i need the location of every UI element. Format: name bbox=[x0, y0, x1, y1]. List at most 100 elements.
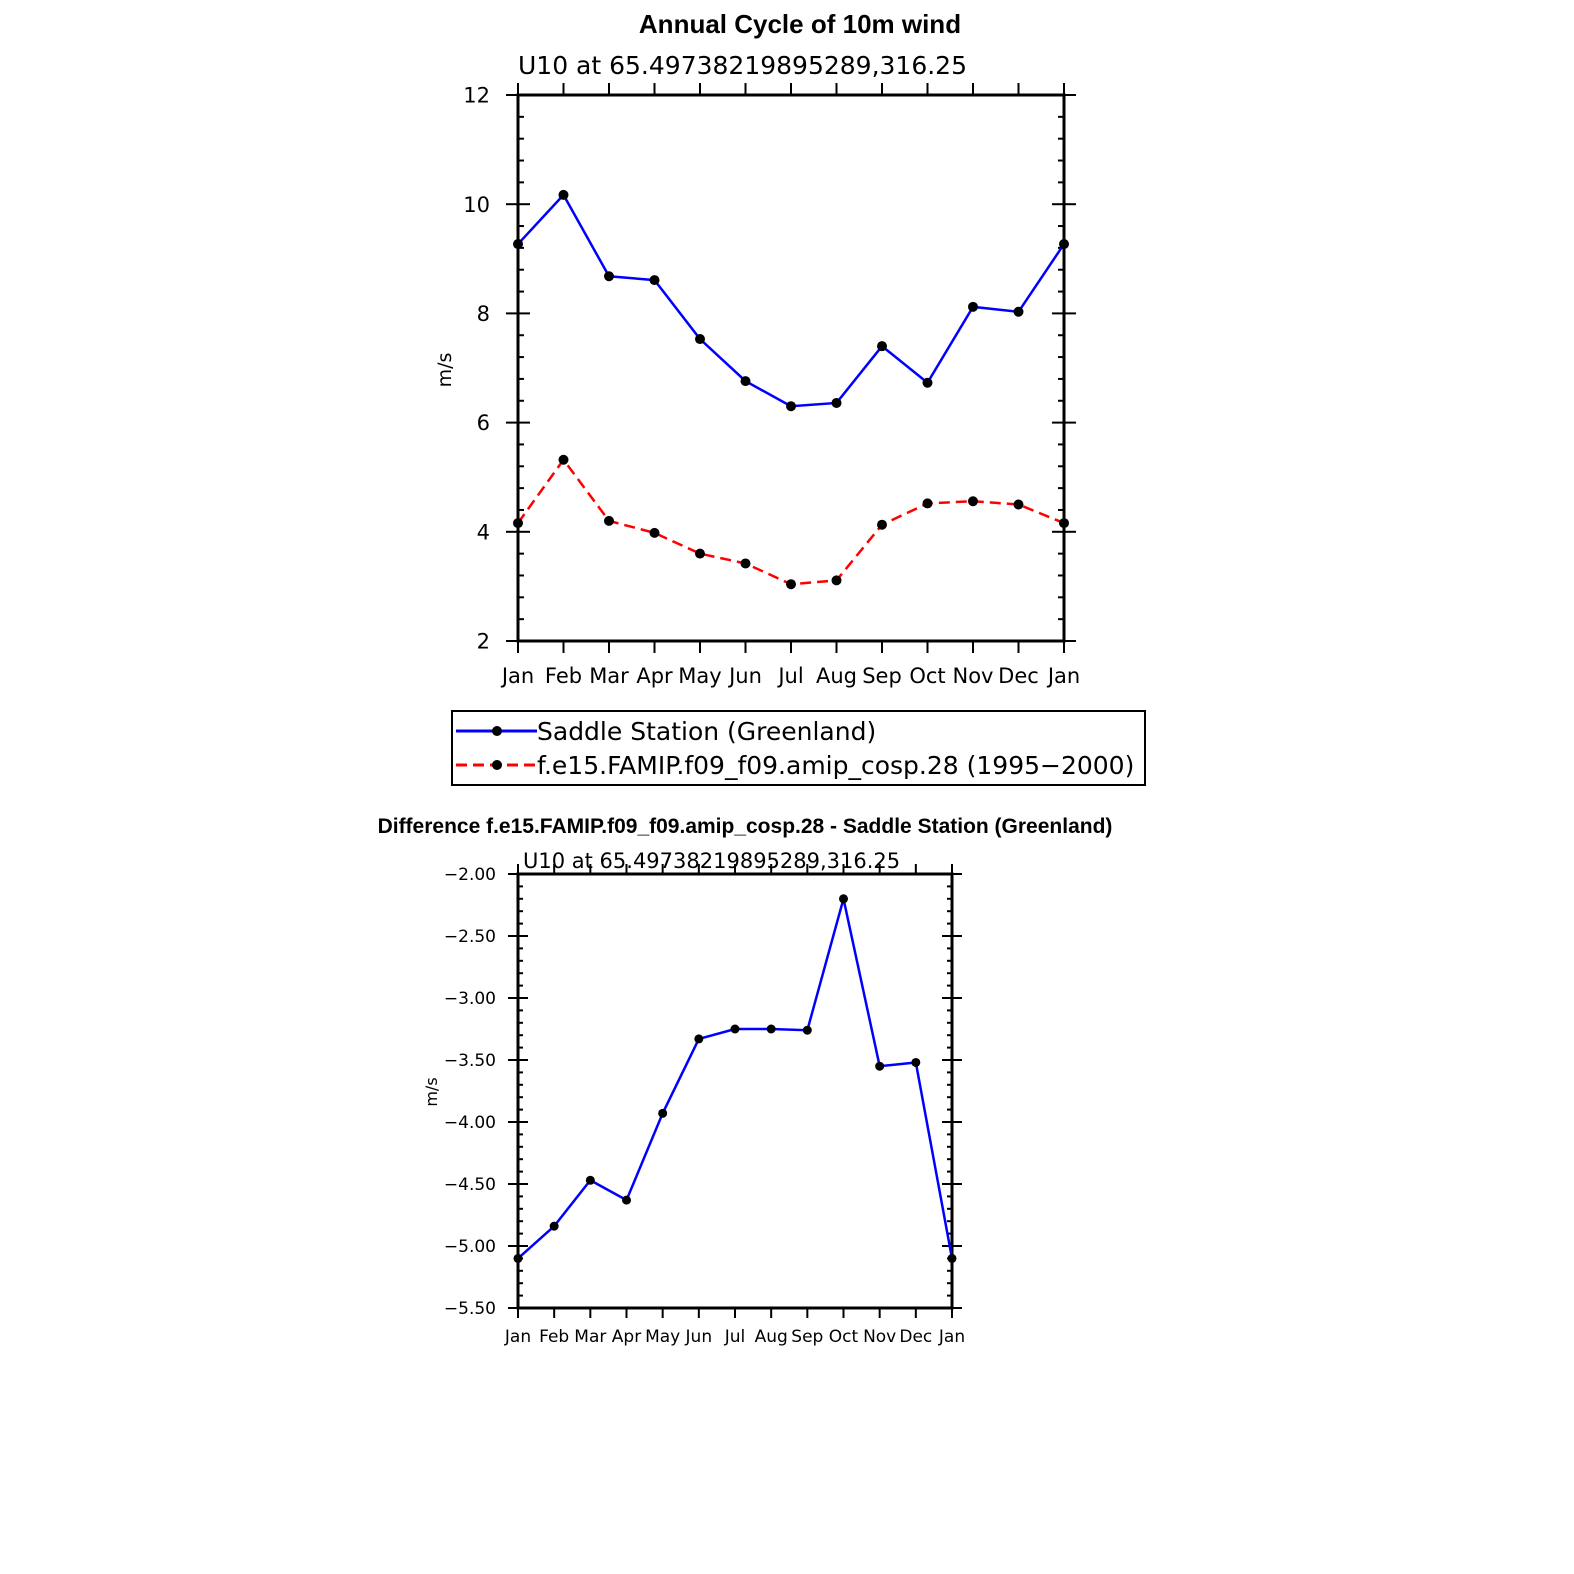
data-point bbox=[911, 1057, 921, 1067]
tick-labels: Jan Feb Mar Apr May Jun Jul Aug Sep Oct Nov Dec Jan−… bbox=[444, 865, 965, 1347]
data-point bbox=[875, 1061, 885, 1071]
x-tick-label: Jun bbox=[727, 664, 762, 688]
data-point bbox=[968, 301, 978, 312]
data-point bbox=[877, 341, 887, 352]
plot-frame bbox=[506, 83, 1076, 653]
x-tick-label: Dec bbox=[998, 664, 1039, 688]
x-tick-label: May bbox=[645, 1327, 680, 1347]
legend-box bbox=[451, 710, 1146, 786]
x-tick-label: Jun bbox=[685, 1327, 713, 1347]
data-point bbox=[730, 1024, 740, 1034]
x-tick-label: Apr bbox=[636, 664, 673, 688]
x-tick-label: Jan bbox=[504, 1327, 531, 1347]
data-point bbox=[1059, 518, 1069, 529]
x-tick-label: Jul bbox=[724, 1327, 746, 1347]
y-tick-label: −5.00 bbox=[444, 1237, 496, 1257]
data-point bbox=[558, 189, 569, 200]
legend: Saddle Station (Greenland) f.e15.FAMIP.f… bbox=[451, 710, 1146, 786]
y-tick-label: −3.50 bbox=[444, 1051, 496, 1071]
chart-subtitle: U10 at 65.49738219895289,316.25 bbox=[523, 849, 900, 873]
x-tick-label: Nov bbox=[953, 664, 994, 688]
series-line-0 bbox=[517, 898, 954, 1260]
y-tick-label: 2 bbox=[477, 630, 490, 654]
legend-label-saddle: Saddle Station (Greenland) bbox=[537, 717, 876, 746]
data-point bbox=[766, 1024, 776, 1034]
series-line-1 bbox=[516, 457, 1065, 586]
data-point bbox=[786, 401, 796, 412]
annual-cycle-chart: Annual Cycle of 10m wind U10 at 65.49738… bbox=[434, 9, 1146, 786]
y-tick-label: −4.50 bbox=[444, 1175, 496, 1195]
y-tick-label: −2.00 bbox=[444, 865, 496, 885]
data-point bbox=[695, 334, 705, 345]
legend-label-model: f.e15.FAMIP.f09_f09.amip_cosp.28 (1995−2… bbox=[537, 751, 1134, 780]
data-point bbox=[513, 239, 523, 250]
data-point bbox=[1059, 239, 1069, 250]
x-tick-label: Oct bbox=[829, 1327, 859, 1347]
data-point bbox=[786, 579, 796, 590]
x-tick-label: Feb bbox=[545, 664, 582, 688]
data-point bbox=[740, 558, 751, 569]
data-point bbox=[947, 1253, 957, 1263]
data-point bbox=[658, 1108, 668, 1118]
x-tick-label: Jan bbox=[1046, 664, 1080, 688]
x-tick-label: Aug bbox=[816, 664, 857, 688]
data-point bbox=[922, 377, 933, 388]
x-tick-label: Feb bbox=[539, 1327, 569, 1347]
data-point bbox=[968, 496, 978, 507]
tick-labels: Jan Feb Mar Apr May Jun Jul Aug Sep Oct Nov Dec Jan 2… bbox=[463, 84, 1080, 688]
x-tick-label: Dec bbox=[899, 1327, 932, 1347]
x-tick-label: Mar bbox=[574, 1327, 606, 1347]
y-tick-label: −2.50 bbox=[444, 927, 496, 947]
x-tick-label: May bbox=[678, 664, 721, 688]
plot-frame bbox=[508, 864, 962, 1318]
plot-border bbox=[516, 93, 1066, 643]
data-point bbox=[549, 1221, 559, 1231]
x-tick-label: Apr bbox=[612, 1327, 641, 1347]
series-layer bbox=[513, 189, 1069, 590]
data-point bbox=[831, 575, 842, 586]
x-tick-label: Jan bbox=[938, 1327, 965, 1347]
data-point bbox=[649, 275, 660, 286]
chart-title: Difference f.e15.FAMIP.f09_f09.amip_cosp… bbox=[378, 815, 1113, 838]
x-tick-label: Oct bbox=[909, 664, 945, 688]
y-tick-label: −4.00 bbox=[444, 1113, 496, 1133]
data-point bbox=[831, 397, 842, 408]
data-point bbox=[649, 527, 660, 538]
series-line-0 bbox=[517, 192, 1066, 408]
x-tick-label: Aug bbox=[755, 1327, 788, 1347]
data-point bbox=[839, 894, 848, 904]
plot-border bbox=[516, 872, 954, 1310]
data-point bbox=[740, 376, 751, 387]
difference-chart: Difference f.e15.FAMIP.f09_f09.amip_cosp… bbox=[378, 815, 1113, 1347]
x-tick-label: Jan bbox=[500, 664, 534, 688]
data-point bbox=[922, 498, 933, 509]
data-point bbox=[585, 1175, 595, 1185]
y-tick-label: 12 bbox=[463, 84, 490, 108]
data-point bbox=[1013, 306, 1024, 317]
data-point bbox=[513, 518, 523, 529]
data-point bbox=[877, 519, 887, 530]
y-axis-label: m/s bbox=[434, 353, 456, 388]
data-point bbox=[622, 1195, 631, 1205]
y-tick-label: 10 bbox=[463, 193, 490, 217]
x-tick-label: Sep bbox=[862, 664, 902, 688]
x-tick-label: Sep bbox=[791, 1327, 823, 1347]
y-tick-label: −3.00 bbox=[444, 989, 496, 1009]
series-layer bbox=[513, 894, 957, 1263]
data-point bbox=[1013, 499, 1024, 510]
y-axis-label: m/s bbox=[422, 1077, 441, 1106]
data-point bbox=[604, 271, 614, 282]
y-tick-label: 6 bbox=[477, 411, 490, 435]
x-tick-label: Mar bbox=[589, 664, 629, 688]
x-tick-label: Jul bbox=[776, 664, 803, 688]
y-tick-label: 8 bbox=[477, 302, 490, 326]
data-point bbox=[802, 1025, 812, 1035]
chart-subtitle: U10 at 65.49738219895289,316.25 bbox=[518, 51, 967, 80]
y-tick-label: 4 bbox=[477, 520, 490, 544]
data-point bbox=[695, 548, 705, 559]
data-point bbox=[694, 1034, 704, 1044]
data-point bbox=[604, 515, 614, 526]
legend-marker-saddle bbox=[492, 726, 502, 736]
legend-marker-model bbox=[492, 760, 502, 770]
